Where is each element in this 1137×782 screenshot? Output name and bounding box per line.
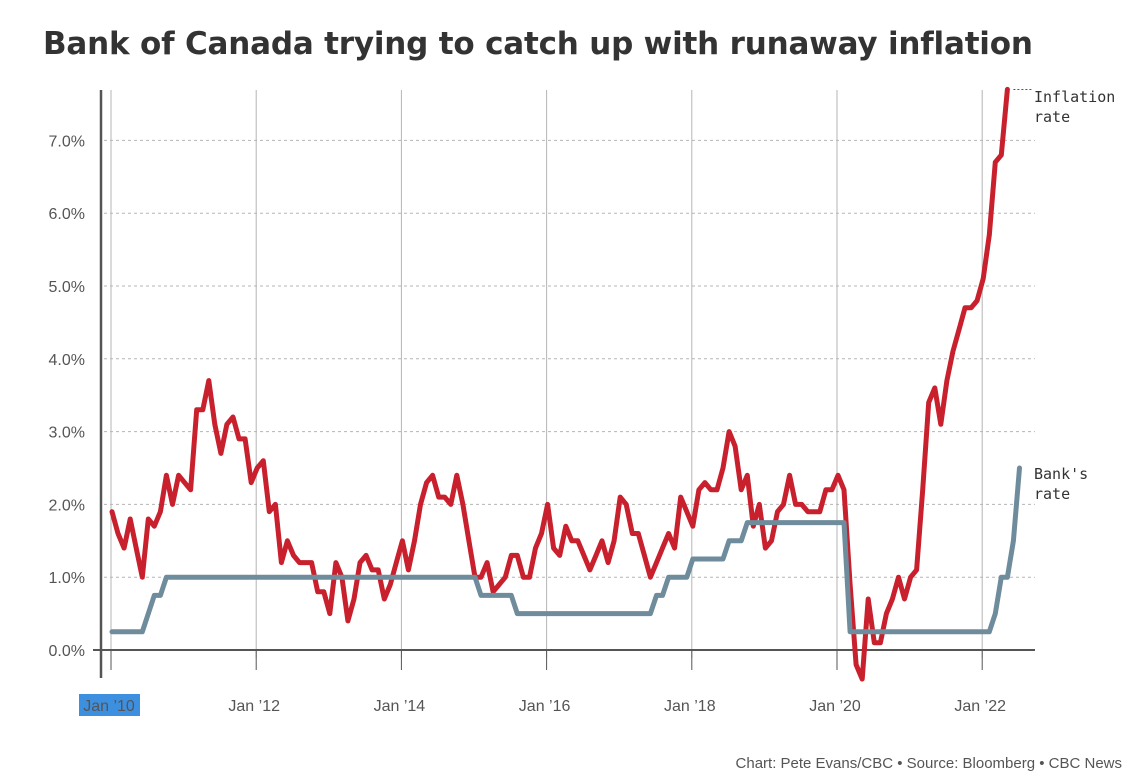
tick-labels: 0.0% 1.0% 2.0% 3.0% 4.0% 5.0% 6.0% 7.0% Jan ’10 J… (49, 133, 1006, 716)
series-labels: Inflation rate Bank's rate (1013, 88, 1115, 503)
y-tick-label: 4.0% (49, 352, 85, 369)
x-tick-label: Jan ’14 (374, 698, 426, 715)
label-line: rate (1034, 108, 1070, 126)
y-tick-label: 0.0% (49, 643, 85, 660)
y-tick-label: 1.0% (49, 570, 85, 587)
x-tick-label: Jan ’22 (954, 698, 1006, 715)
label-line: Inflation (1034, 88, 1115, 106)
label-line: Bank's (1034, 465, 1088, 483)
y-tick-label: 2.0% (49, 497, 85, 514)
axes (93, 90, 1035, 678)
x-tick-label: Jan ’16 (519, 698, 571, 715)
x-tick-label: Jan ’18 (664, 698, 716, 715)
y-tick-label: 5.0% (49, 279, 85, 296)
y-tick-label: 3.0% (49, 425, 85, 442)
x-tick-label: Jan ’12 (228, 698, 280, 715)
y-tick-label: 7.0% (49, 133, 85, 150)
chart-title: Bank of Canada trying to catch up with r… (43, 26, 1033, 62)
bank-rate-label: Bank's rate (1034, 465, 1088, 503)
inflation-rate-line (109, 86, 1010, 682)
x-tick-label: Jan ’20 (809, 698, 861, 715)
series-lines (109, 86, 1022, 682)
y-tick-label: 6.0% (49, 206, 85, 223)
gridlines (104, 90, 1035, 658)
inflation-rate-label: Inflation rate (1034, 88, 1115, 126)
chart-credit: Chart: Pete Evans/CBC • Source: Bloomber… (735, 755, 1122, 772)
x-tick-label: Jan ’10 (83, 698, 135, 715)
x-tick-highlight (79, 694, 140, 716)
bank-rate-line (109, 465, 1022, 635)
label-line: rate (1034, 485, 1070, 503)
